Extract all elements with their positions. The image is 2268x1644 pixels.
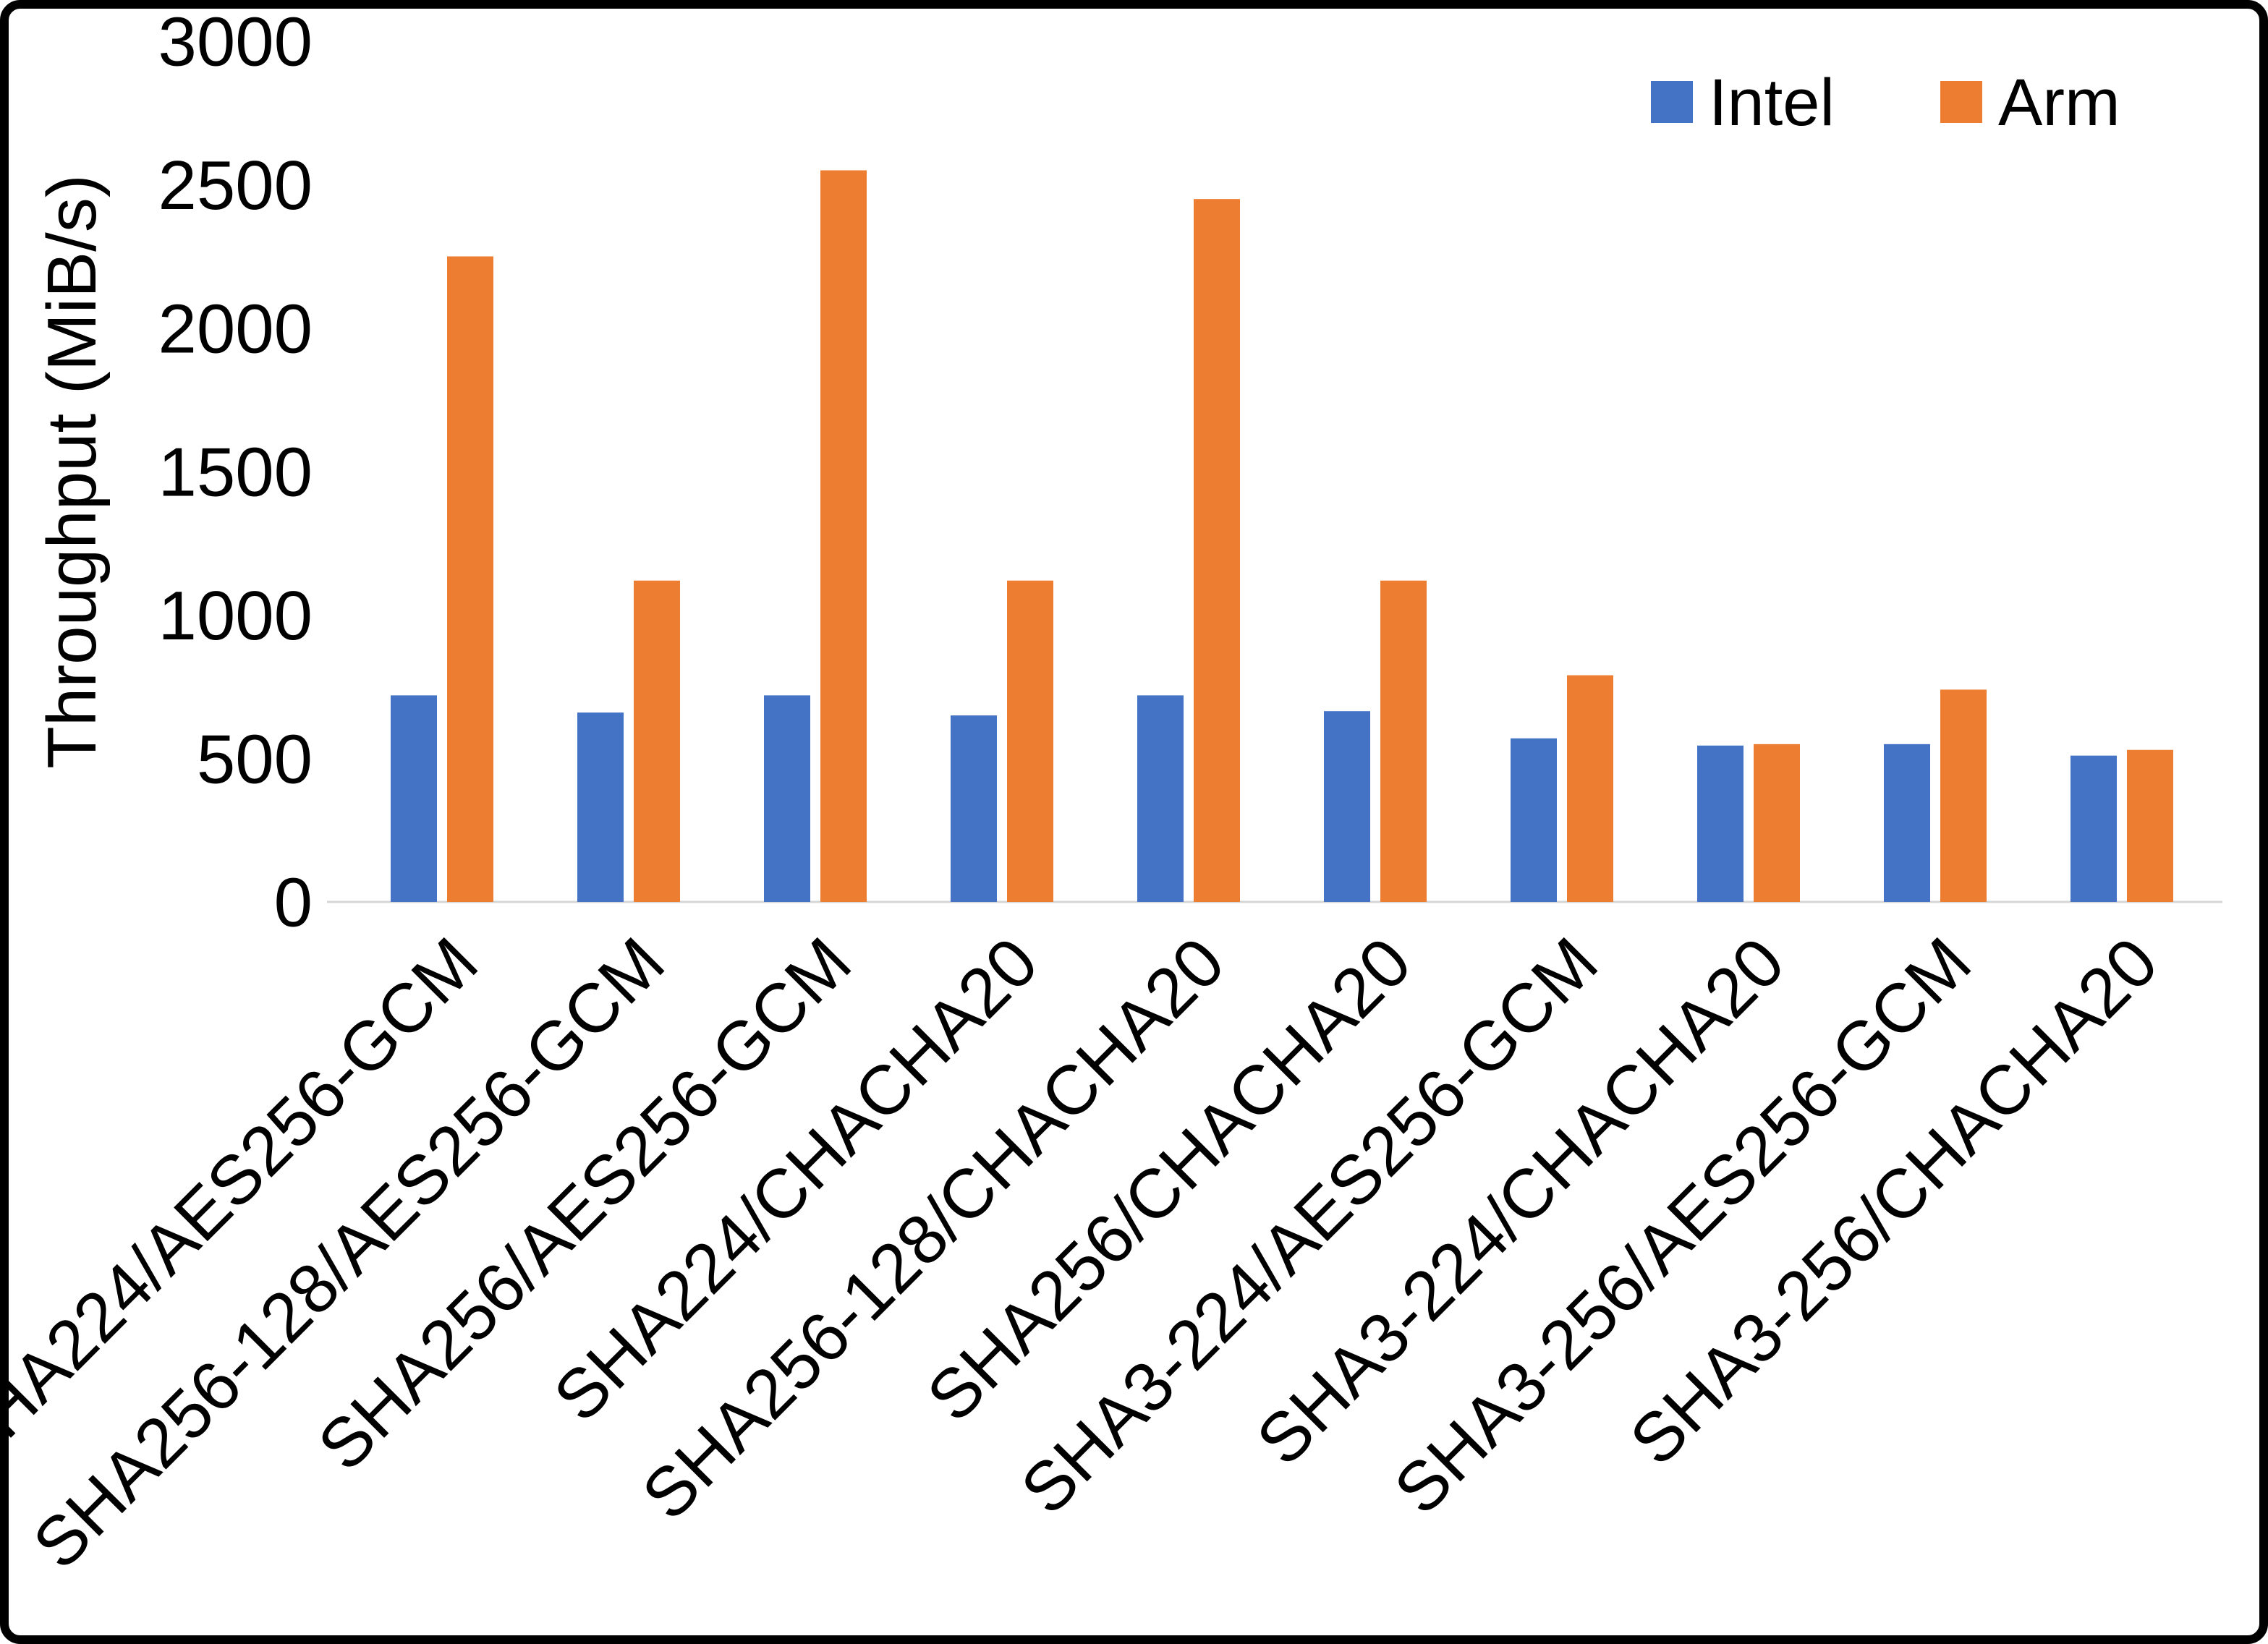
- bar-arm: [447, 256, 493, 902]
- y-tick-label: 1500: [158, 434, 313, 511]
- y-tick-label: 1000: [158, 577, 313, 655]
- legend-label-arm: Arm: [1998, 66, 2120, 140]
- bar-intel: [391, 695, 437, 902]
- y-tick-label: 0: [274, 864, 313, 942]
- bar-intel: [1884, 744, 1930, 902]
- bar-arm: [1194, 199, 1240, 903]
- y-tick-label: 2500: [158, 147, 313, 224]
- bar-arm: [820, 170, 867, 902]
- bar-intel: [1511, 738, 1557, 902]
- bar-arm: [1380, 580, 1427, 902]
- bar-arm: [2127, 749, 2173, 902]
- bar-intel: [1324, 711, 1370, 902]
- legend-label-intel: Intel: [1709, 66, 1835, 140]
- bar-arm: [1754, 744, 1800, 902]
- y-axis-title: Throughput (MiB/s): [33, 174, 111, 769]
- legend-swatch-arm: [1940, 81, 1982, 123]
- y-tick-label: 500: [197, 720, 313, 798]
- bar-intel: [577, 712, 624, 902]
- bar-intel: [2070, 755, 2117, 902]
- bar-arm: [1567, 675, 1613, 902]
- bar-intel: [1137, 695, 1184, 902]
- y-tick-label: 3000: [158, 9, 313, 81]
- bar-intel: [951, 715, 997, 902]
- bar-arm: [1007, 580, 1053, 902]
- bar-arm: [634, 580, 680, 902]
- bar-arm: [1940, 689, 1987, 902]
- legend-swatch-intel: [1651, 81, 1693, 123]
- bar-intel: [1697, 745, 1744, 902]
- y-tick-label: 2000: [158, 290, 313, 367]
- throughput-bar-chart: 0 500 1000 1500 2000 2500 3000 Throughput (MiB/…: [9, 9, 2222, 1583]
- bar-intel: [764, 695, 810, 902]
